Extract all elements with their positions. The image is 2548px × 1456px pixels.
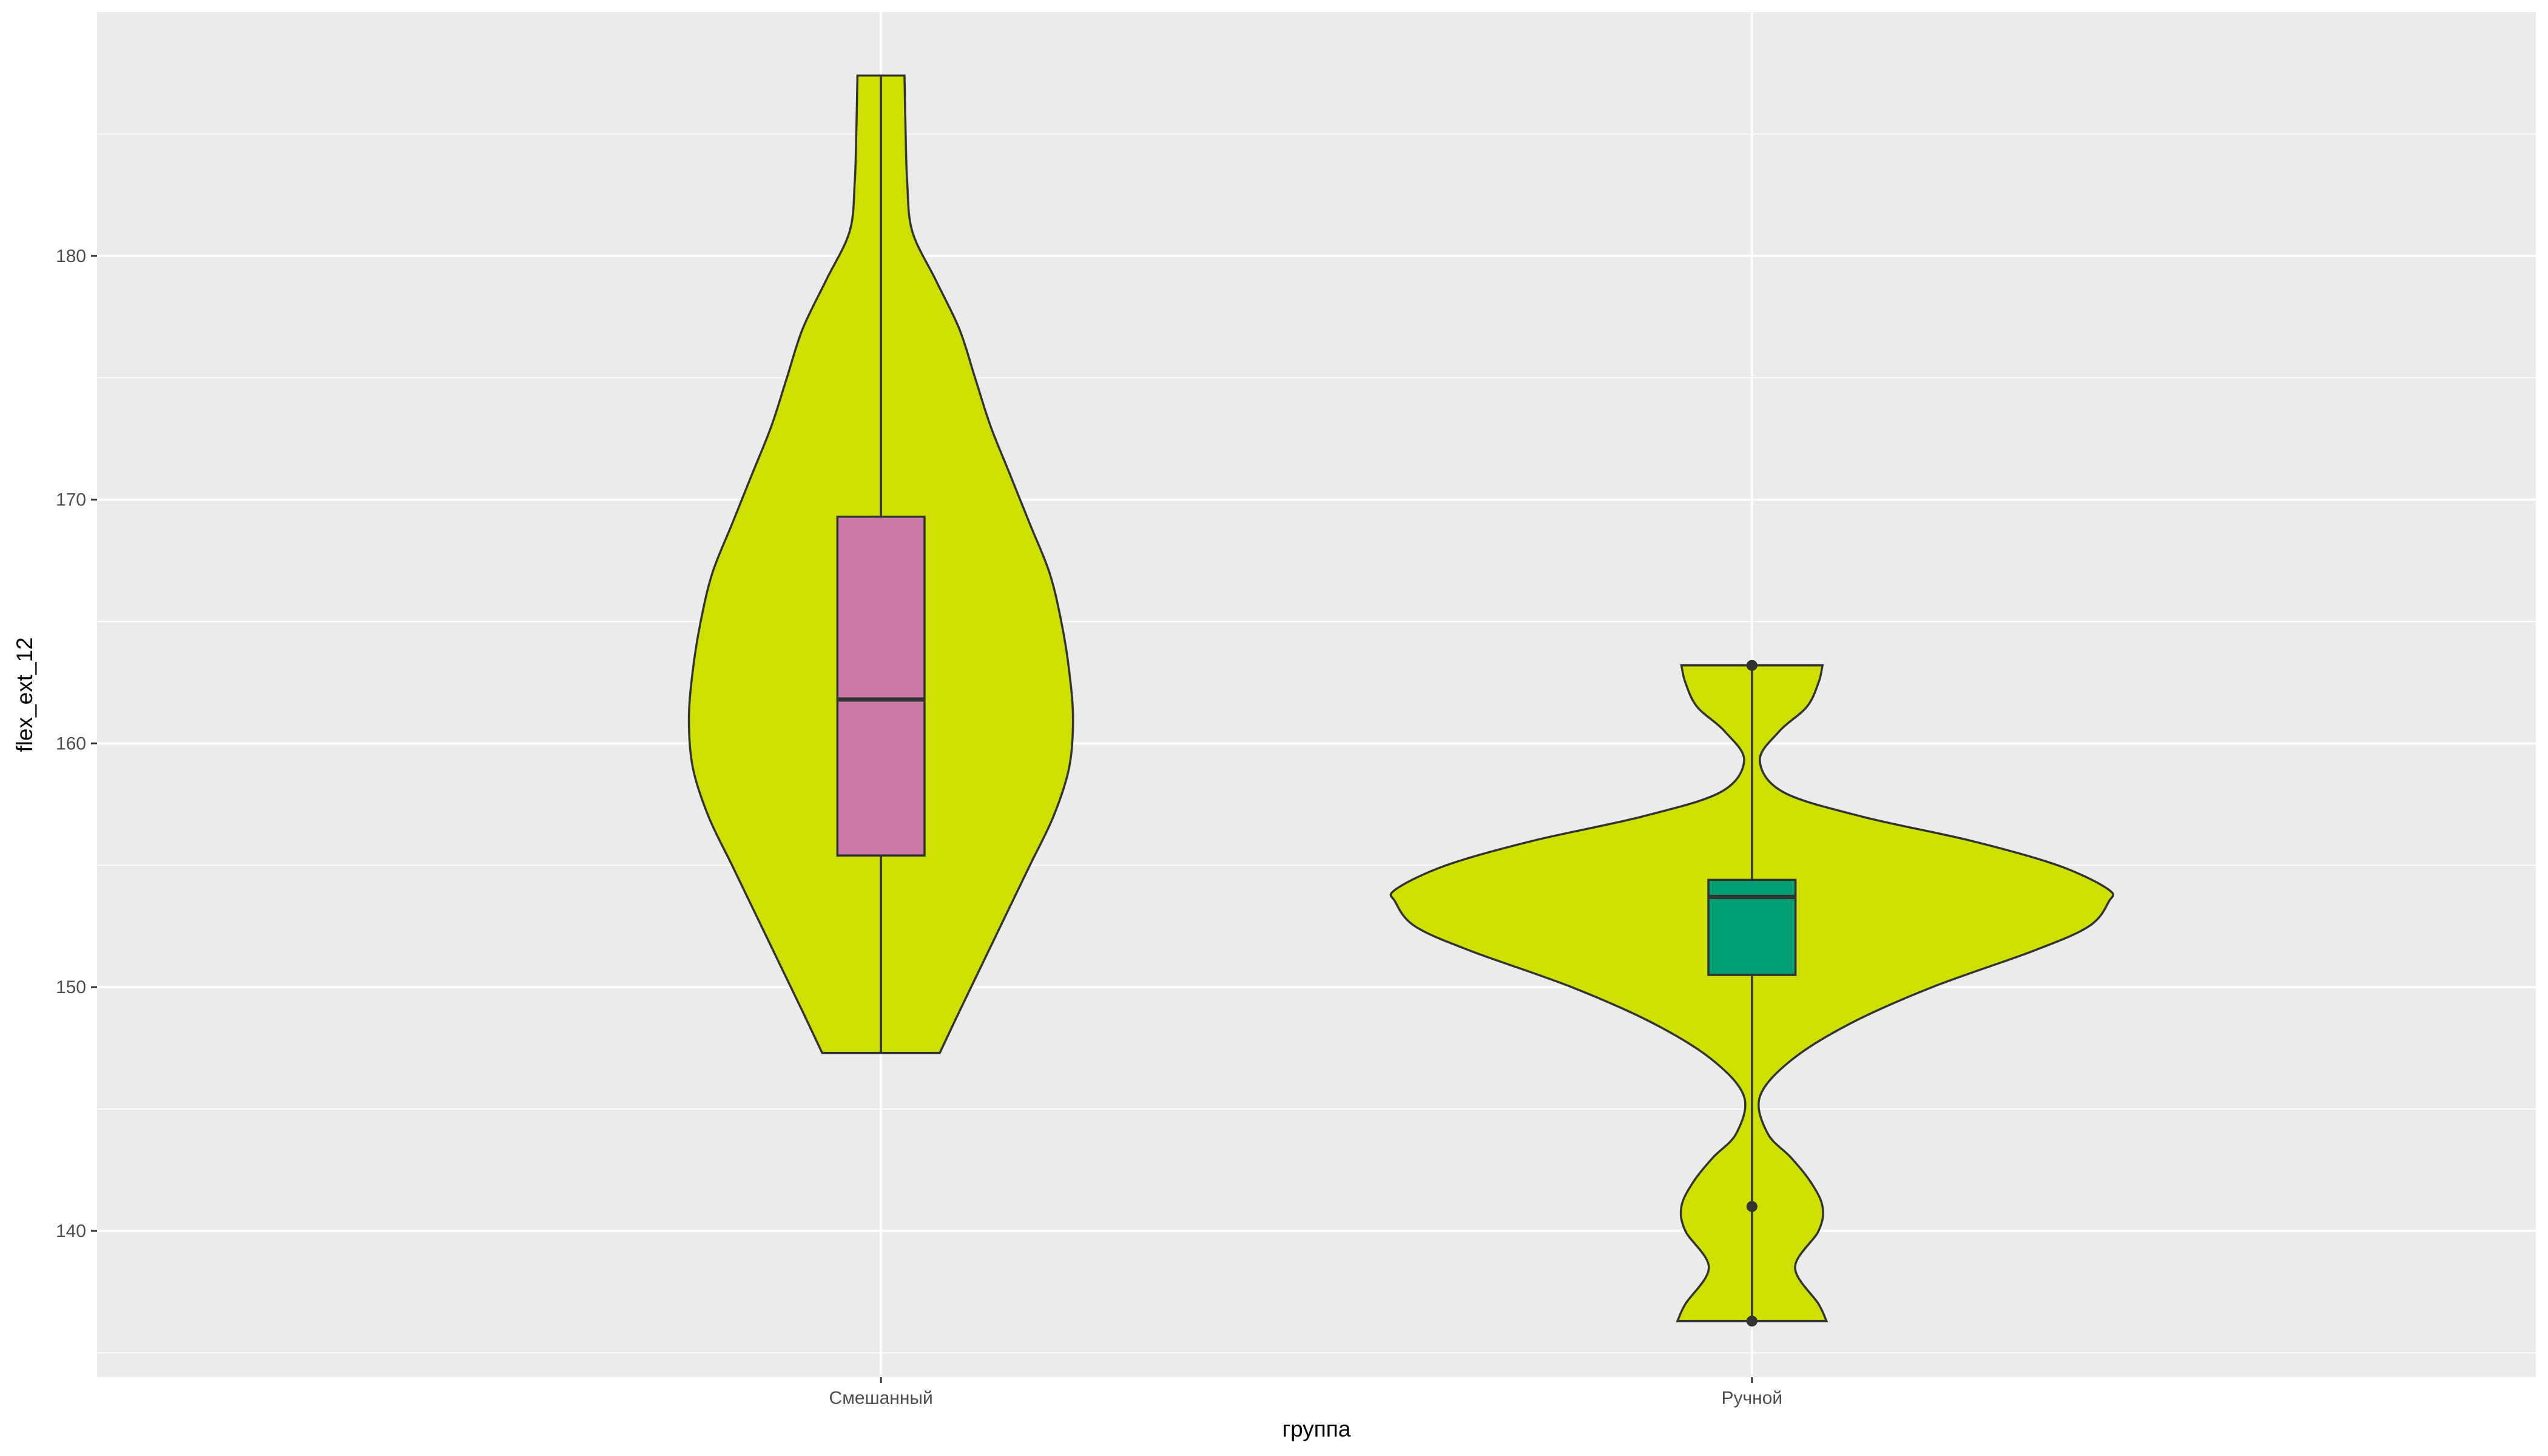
x-tick-label: Смешанный [829, 1388, 933, 1408]
y-axis-ticks: 140 150 160 170 180 [56, 246, 97, 1241]
y-tick-label: 140 [56, 1221, 86, 1241]
y-tick-label: 160 [56, 733, 86, 753]
panel-background [97, 12, 2536, 1377]
outlier-point [1746, 659, 1758, 671]
outlier-point [1746, 1201, 1758, 1212]
y-axis-title: flex_ext_12 [12, 637, 37, 752]
y-tick-label: 150 [56, 977, 86, 997]
x-tick-label: Ручной [1722, 1388, 1783, 1408]
x-axis-title: группа [1282, 1417, 1351, 1441]
y-tick-label: 170 [56, 490, 86, 510]
x-axis-ticks: Смешанный Ручной [829, 1377, 1783, 1408]
box-1 [836, 515, 926, 857]
y-tick-label: 180 [56, 246, 86, 266]
boxplots [836, 75, 1797, 1327]
box-2 [1707, 878, 1797, 976]
outlier-point [1746, 1315, 1758, 1327]
